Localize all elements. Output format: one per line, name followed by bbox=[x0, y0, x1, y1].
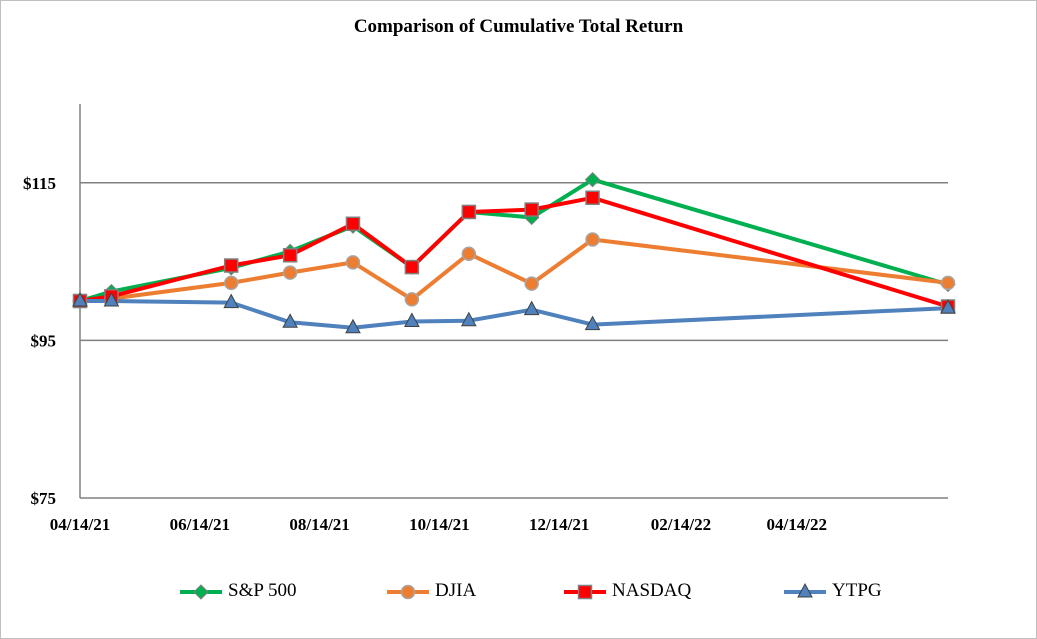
data-point bbox=[103, 291, 120, 307]
chart-legend: S&P 500 DJIA NASDAQ YTPG bbox=[0, 578, 1037, 606]
legend-swatch bbox=[387, 584, 429, 600]
data-point bbox=[282, 248, 298, 263]
data-point bbox=[404, 292, 420, 307]
data-point bbox=[404, 312, 420, 327]
data-point bbox=[223, 258, 239, 273]
data-point bbox=[282, 313, 298, 328]
legend-item: NASDAQ bbox=[562, 578, 742, 606]
data-point bbox=[461, 204, 477, 220]
legend-label: S&P 500 bbox=[228, 580, 297, 601]
data-point bbox=[72, 291, 88, 307]
x-tick-label: 04/14/22 bbox=[767, 515, 827, 534]
x-tick-label: 10/14/21 bbox=[409, 515, 469, 534]
data-point bbox=[461, 246, 477, 261]
data-point bbox=[584, 171, 601, 188]
data-point bbox=[400, 584, 416, 600]
legend-swatch bbox=[784, 582, 826, 598]
x-tick-label: 08/14/21 bbox=[289, 515, 349, 534]
data-point bbox=[282, 265, 298, 280]
data-point bbox=[345, 255, 361, 270]
data-point bbox=[585, 232, 600, 247]
x-tick-label: 12/14/21 bbox=[529, 515, 589, 534]
series-line-s-p-500 bbox=[79, 177, 949, 303]
series-line-ytpg bbox=[80, 299, 949, 330]
data-point bbox=[577, 584, 593, 600]
legend-item: DJIA bbox=[385, 578, 565, 606]
data-point bbox=[585, 190, 600, 206]
data-point bbox=[460, 311, 477, 327]
legend-label: DJIA bbox=[435, 580, 477, 601]
series-line-djia bbox=[79, 237, 949, 303]
data-point bbox=[940, 299, 956, 314]
y-tick-label: $95 bbox=[31, 331, 57, 350]
legend-swatch bbox=[564, 584, 606, 600]
data-point bbox=[223, 275, 239, 291]
x-tick-label: 06/14/21 bbox=[170, 515, 230, 534]
data-point bbox=[404, 259, 420, 275]
y-tick-label: $115 bbox=[23, 174, 56, 193]
x-tick-label: 02/14/22 bbox=[651, 515, 711, 534]
legend-item: YTPG bbox=[782, 578, 962, 606]
data-point bbox=[223, 293, 240, 309]
y-tick-label: $75 bbox=[31, 489, 57, 508]
data-point bbox=[524, 202, 539, 217]
legend-label: YTPG bbox=[832, 580, 882, 601]
data-point bbox=[523, 300, 540, 316]
data-point bbox=[584, 315, 601, 331]
legend-label: NASDAQ bbox=[612, 580, 692, 601]
x-tick-label: 04/14/21 bbox=[50, 515, 110, 534]
data-point bbox=[193, 584, 209, 600]
data-point bbox=[524, 276, 539, 291]
data-point bbox=[797, 582, 813, 598]
chart-title: Comparison of Cumulative Total Return bbox=[353, 16, 684, 37]
data-point bbox=[345, 318, 361, 334]
data-point bbox=[345, 216, 361, 232]
data-point bbox=[940, 275, 956, 291]
series-line-nasdaq bbox=[79, 195, 949, 309]
legend-swatch bbox=[180, 584, 222, 600]
legend-item: S&P 500 bbox=[178, 578, 358, 606]
